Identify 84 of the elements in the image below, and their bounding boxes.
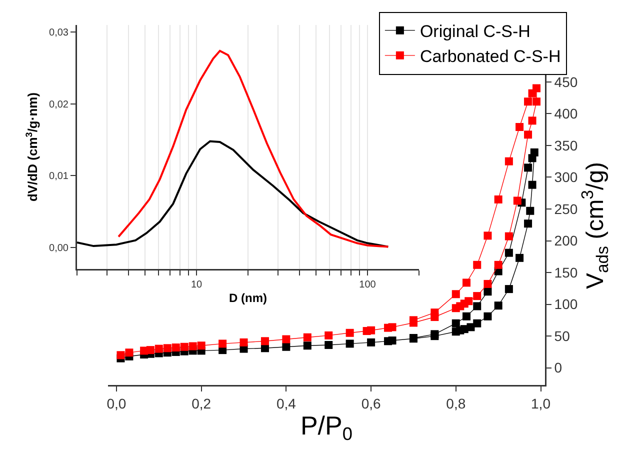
point [504,248,513,257]
x-tick-label: 1,0 [531,395,551,412]
point [464,297,473,306]
point [526,206,534,215]
point [282,342,290,351]
y-tick-label: 0 [554,360,562,376]
y-tick-label: 0,03 [49,28,69,39]
x-axis-title: P/P$_{0}$ [300,410,353,444]
point [528,89,536,98]
y-tick-label: 350 [554,137,578,154]
point [388,323,396,332]
point [452,319,460,328]
point [388,336,396,345]
y-tick-label: 100 [554,296,578,312]
point [154,344,163,353]
point [484,232,492,240]
point [473,260,482,269]
x-tick-label: 0,8 [446,395,466,412]
y-tick-label: 400 [554,106,578,122]
point [504,157,513,166]
point [303,342,312,350]
x-tick-label: 0,0 [106,395,126,412]
y-tick-label: 300 [554,169,578,186]
point [484,280,492,288]
point [197,342,206,350]
point [528,180,536,189]
y-tick-label: 50 [554,328,570,344]
point [346,328,354,337]
y-tick-label: 250 [554,200,578,217]
point [188,342,197,350]
point [524,130,532,139]
point [524,220,532,228]
point [524,164,532,172]
point [494,260,502,269]
point [430,308,439,317]
point [516,123,524,131]
y-tick-label: 0,01 [49,171,69,182]
point [484,312,492,320]
point [452,290,460,298]
point [528,154,536,162]
point [513,196,522,205]
point [473,319,482,328]
point [218,340,227,348]
point [260,337,269,346]
y-tick-label: 0,02 [49,99,69,110]
legend-label: Original C-S-H [420,22,530,41]
point [409,316,418,324]
point [473,292,482,300]
point [324,340,333,349]
point [532,98,541,106]
point [367,326,376,334]
point [324,331,333,340]
point [484,288,492,296]
point [125,348,134,357]
point [462,312,471,320]
x-axis-title: D (nm) [229,291,267,305]
y-tick-label: 200 [554,232,578,249]
y-tick-label: 150 [554,264,578,280]
point [494,195,502,204]
point [240,338,248,346]
point [504,232,513,240]
point [146,346,154,354]
point [116,351,125,360]
point [172,344,180,352]
point [282,335,290,344]
point [367,338,376,346]
point [462,278,471,287]
y-tick-label: 0,00 [49,242,69,254]
point [163,344,172,352]
point [516,254,524,262]
x-tick-label: 0,6 [361,395,381,412]
point [528,116,536,125]
point [504,285,513,294]
legend-label: Carbonated C-S-H [420,47,561,66]
y-tick-label: 450 [554,74,578,90]
x-tick-label: 0,4 [276,395,296,412]
point [494,302,502,310]
x-tick-label: 10 [190,280,203,290]
point [524,98,532,106]
point [303,333,312,342]
x-tick-label: 0,2 [192,395,212,412]
point [346,340,354,348]
point [180,342,188,351]
point [473,302,482,310]
